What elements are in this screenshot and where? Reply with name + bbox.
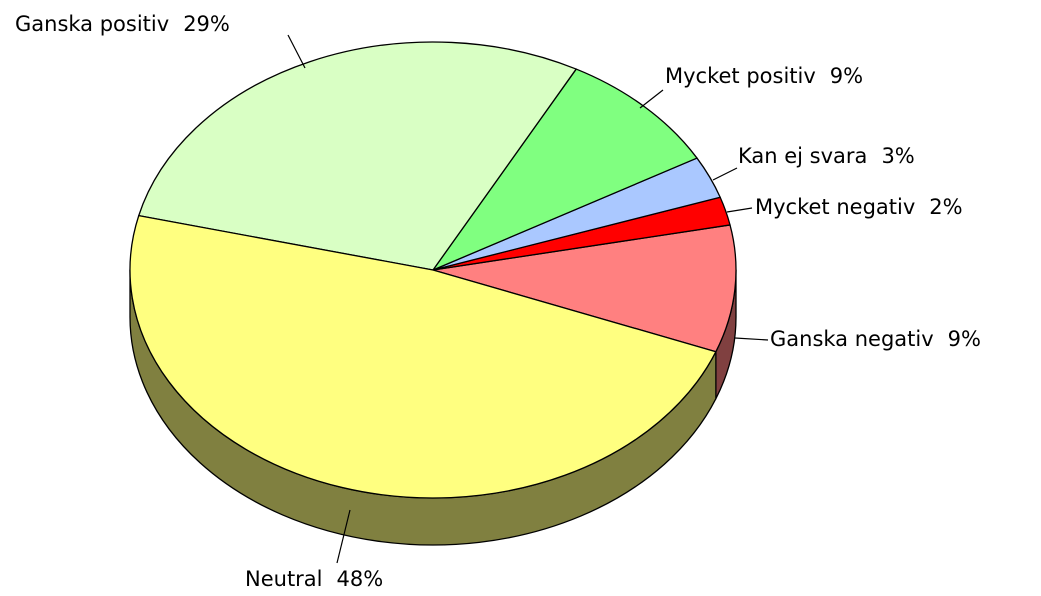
slice-label-name: Kan ej svara [738, 144, 867, 168]
slice-label-name: Ganska negativ [770, 327, 934, 351]
slice-label-name: Mycket positiv [665, 64, 816, 88]
slice-label: Mycket negativ 2% [755, 195, 963, 219]
slice-label-value: 3% [881, 144, 914, 168]
slice-label-value: 48% [337, 567, 384, 591]
leader-line [639, 89, 664, 109]
slice-label-value: 2% [929, 195, 962, 219]
slice-label-name: Mycket negativ [755, 195, 915, 219]
slice-label-value: 9% [830, 64, 863, 88]
slice [129, 214, 717, 499]
slice-label: Mycket positiv 9% [665, 64, 863, 88]
slice-label-value: 29% [183, 12, 230, 36]
leader-line [734, 337, 769, 341]
leader-line [712, 167, 738, 181]
leader-line [726, 207, 753, 213]
slice-label: Kan ej svara 3% [738, 144, 915, 168]
slice [432, 224, 737, 353]
slice-label: Neutral 48% [245, 567, 383, 591]
slice-label: Ganska negativ 9% [770, 327, 981, 351]
slice-label-value: 9% [948, 327, 981, 351]
slice-label: Ganska positiv 29% [15, 12, 230, 36]
slice-label-name: Neutral [245, 567, 323, 591]
leader-line [287, 34, 306, 69]
slice [138, 41, 577, 271]
slice-label-name: Ganska positiv [15, 12, 169, 36]
slice [432, 68, 698, 271]
leader-line [336, 509, 351, 564]
